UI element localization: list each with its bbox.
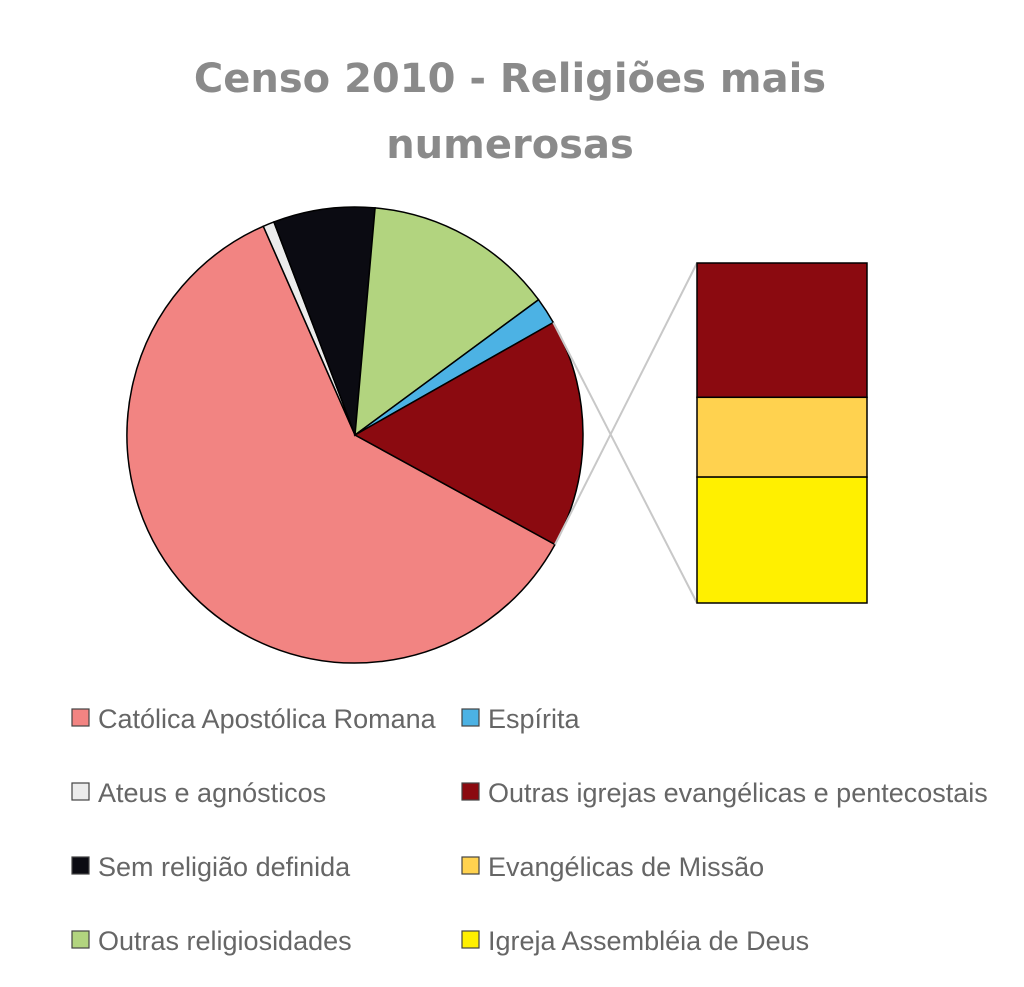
- legend-item-sem-religiao-definida: Sem religião definida: [71, 852, 351, 882]
- legend-label: Sem religião definida: [98, 852, 351, 882]
- chart-title-line-1: Censo 2010 - Religiões mais: [194, 56, 826, 102]
- legend-item-outras-religiosidades: Outras religiosidades: [71, 926, 352, 956]
- legend-swatch: [461, 782, 480, 801]
- legend-swatch: [71, 930, 90, 949]
- pie-slice-catolica-apostolica-romana: [126, 225, 557, 664]
- pie-slice-outras-religiosidades: [354, 207, 540, 437]
- legend-label: Outras igrejas evangélicas e pentecostai…: [488, 778, 988, 808]
- legend-swatch: [461, 930, 480, 949]
- legend-swatch: [71, 708, 90, 727]
- legend-swatch: [71, 856, 90, 875]
- legend-swatch: [461, 708, 480, 727]
- legend-label: Igreja Assembléia de Deus: [488, 926, 809, 956]
- legend-item-evangelicas-de-missao: Evangélicas de Missão: [461, 852, 764, 882]
- legend-item-espirita: Espírita: [461, 704, 581, 734]
- connector-line-bottom: [552, 322, 698, 604]
- legend-item-outras-igrejas-evangelicas-e-pentecostais: Outras igrejas evangélicas e pentecostai…: [461, 778, 988, 808]
- legend-item-igreja-assembleia-de-deus: Igreja Assembléia de Deus: [461, 926, 809, 956]
- pie-slice-sem-religiao-definida: [272, 206, 376, 436]
- legend-label: Evangélicas de Missão: [488, 852, 764, 882]
- legend-label: Ateus e agnósticos: [98, 778, 326, 808]
- legend-item-ateus-e-agnosticos: Ateus e agnósticos: [71, 778, 326, 808]
- bar-segment-igreja-assembleia-de-deus: [696, 476, 868, 604]
- bar-segment-evangelicas-de-missao: [696, 396, 868, 478]
- legend-item-catolica-apostolica-romana: Católica Apostólica Romana: [71, 704, 437, 734]
- legend-label: Católica Apostólica Romana: [98, 704, 437, 734]
- chart-title-line-2: numerosas: [386, 122, 634, 168]
- bar-segment-outras-igrejas-evangelicas-e-pentecostais: [696, 262, 868, 399]
- legend-label: Outras religiosidades: [98, 926, 352, 956]
- connector-line-top: [554, 262, 698, 545]
- legend-label: Espírita: [488, 704, 581, 734]
- legend-swatch: [461, 856, 480, 875]
- legend-swatch: [71, 782, 90, 801]
